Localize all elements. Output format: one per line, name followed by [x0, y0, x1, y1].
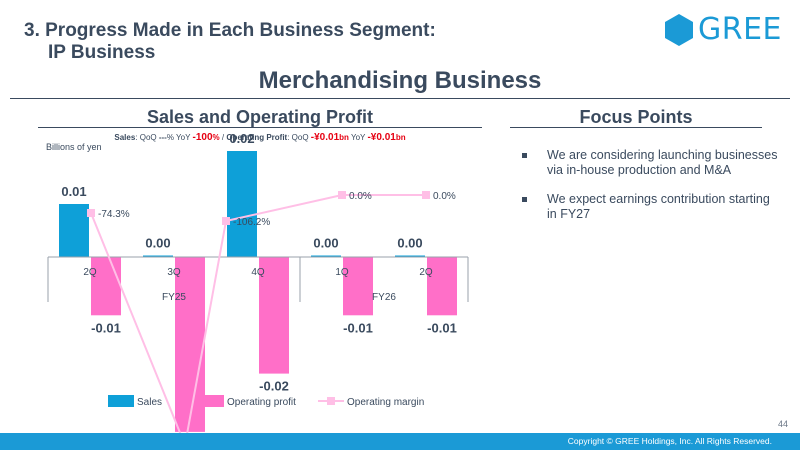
- x-tick-label: 2Q: [83, 267, 97, 278]
- x-tick-label: 3Q: [167, 267, 181, 278]
- focus-point-item: We expect earnings contribution starting…: [520, 192, 780, 222]
- square-bullet-icon: [522, 197, 527, 202]
- legend-swatch-marker: [327, 397, 335, 405]
- legend-label: Operating profit: [227, 397, 296, 408]
- legend-label: Operating margin: [347, 397, 424, 408]
- summary-qoq2: : QoQ: [287, 133, 311, 142]
- logo-text: GREE: [698, 12, 783, 47]
- operating-profit-value-label: -0.01: [91, 320, 121, 335]
- operating-margin-marker: [222, 217, 230, 225]
- focus-section-rule: [510, 127, 762, 128]
- page-number: 44: [777, 419, 788, 429]
- summary-sales-yoy-unit: %: [212, 133, 220, 142]
- summary-op-qoq-unit: bn: [339, 133, 349, 142]
- summary-yoy1: YoY: [173, 133, 193, 142]
- operating-profit-bar: [427, 257, 457, 316]
- x-tick-label: 4Q: [251, 267, 265, 278]
- operating-margin-value-label: 0.0%: [433, 191, 456, 202]
- gree-logo: GREE: [662, 13, 782, 47]
- operating-margin-marker: [87, 209, 95, 217]
- summary-op-label: Operating Profit: [226, 133, 288, 142]
- operating-profit-value-label: -0.01: [343, 320, 373, 335]
- copyright-text: Copyright © GREE Holdings, Inc. All Righ…: [567, 436, 772, 446]
- legend-swatch: [198, 395, 224, 407]
- operating-profit-bar: [343, 257, 373, 316]
- summary-sales-yoy: -100: [192, 132, 213, 143]
- x-tick-label: 1Q: [335, 267, 349, 278]
- sales-value-label: 0.01: [61, 184, 86, 199]
- x-tick-label: 2Q: [419, 267, 433, 278]
- hexagon-logo-icon: [665, 14, 693, 46]
- fiscal-year-label: FY26: [372, 292, 396, 303]
- operating-margin-value-label: -74.3%: [98, 209, 130, 220]
- operating-profit-value-label: -0.02: [259, 379, 289, 394]
- operating-margin-value-label: -106.2%: [233, 217, 270, 228]
- summary-pct: %: [166, 133, 174, 142]
- focus-section-title: Focus Points: [579, 107, 693, 127]
- sales-bar: [227, 151, 257, 257]
- title-divider: [10, 98, 790, 99]
- main-title: Merchandising Business: [258, 67, 542, 94]
- focus-point-text: We are considering launching businesses …: [547, 148, 778, 177]
- operating-margin-marker: [422, 191, 430, 199]
- slide-title-line1: 3. Progress Made in Each Business Segmen…: [24, 20, 436, 41]
- chart-section-title: Sales and Operating Profit: [146, 107, 374, 127]
- sales-bar: [395, 255, 425, 257]
- sales-bar: [143, 255, 173, 257]
- legend-swatch: [108, 395, 134, 407]
- summary-qoq1: : QoQ: [135, 133, 159, 142]
- sales-bar: [59, 204, 89, 257]
- chart-summary: Sales: QoQ ---% YoY -100% / Operating Pr…: [40, 132, 480, 143]
- operating-margin-marker: [338, 191, 346, 199]
- legend-label: Sales: [137, 397, 162, 408]
- square-bullet-icon: [522, 153, 527, 158]
- fiscal-year-label: FY25: [162, 292, 186, 303]
- summary-sales-qoq: ---: [158, 133, 167, 142]
- focus-point-text: We expect earnings contribution starting…: [547, 192, 770, 221]
- sales-value-label: 0.00: [397, 236, 422, 251]
- sales-value-label: 0.00: [313, 236, 338, 251]
- summary-op-yoy-unit: bn: [395, 133, 406, 142]
- focus-points-list: We are considering launching businesses …: [520, 148, 780, 236]
- summary-op-qoq: -¥0.01: [310, 132, 340, 143]
- slide-title-line2: IP Business: [48, 42, 156, 63]
- operating-profit-bar: [259, 257, 289, 374]
- sales-bar: [311, 255, 341, 257]
- summary-sep: /: [219, 133, 227, 142]
- operating-margin-value-label: 0.0%: [349, 191, 372, 202]
- chart-section-rule: [38, 127, 482, 128]
- footer-bar: Copyright © GREE Holdings, Inc. All Righ…: [0, 433, 800, 450]
- sales-value-label: 0.02: [229, 131, 254, 146]
- operating-profit-value-label: -0.01: [427, 320, 457, 335]
- units-label: Billions of yen: [46, 142, 102, 152]
- slide-title: 3. Progress Made in Each Business Segmen…: [24, 20, 436, 64]
- sales-value-label: 0.00: [145, 236, 170, 251]
- summary-sales-label: Sales: [114, 133, 136, 142]
- summary-op-yoy: -¥0.01: [367, 132, 396, 143]
- summary-yoy2: YoY: [348, 133, 368, 142]
- operating-profit-bar: [91, 257, 121, 316]
- focus-point-item: We are considering launching businesses …: [520, 148, 780, 178]
